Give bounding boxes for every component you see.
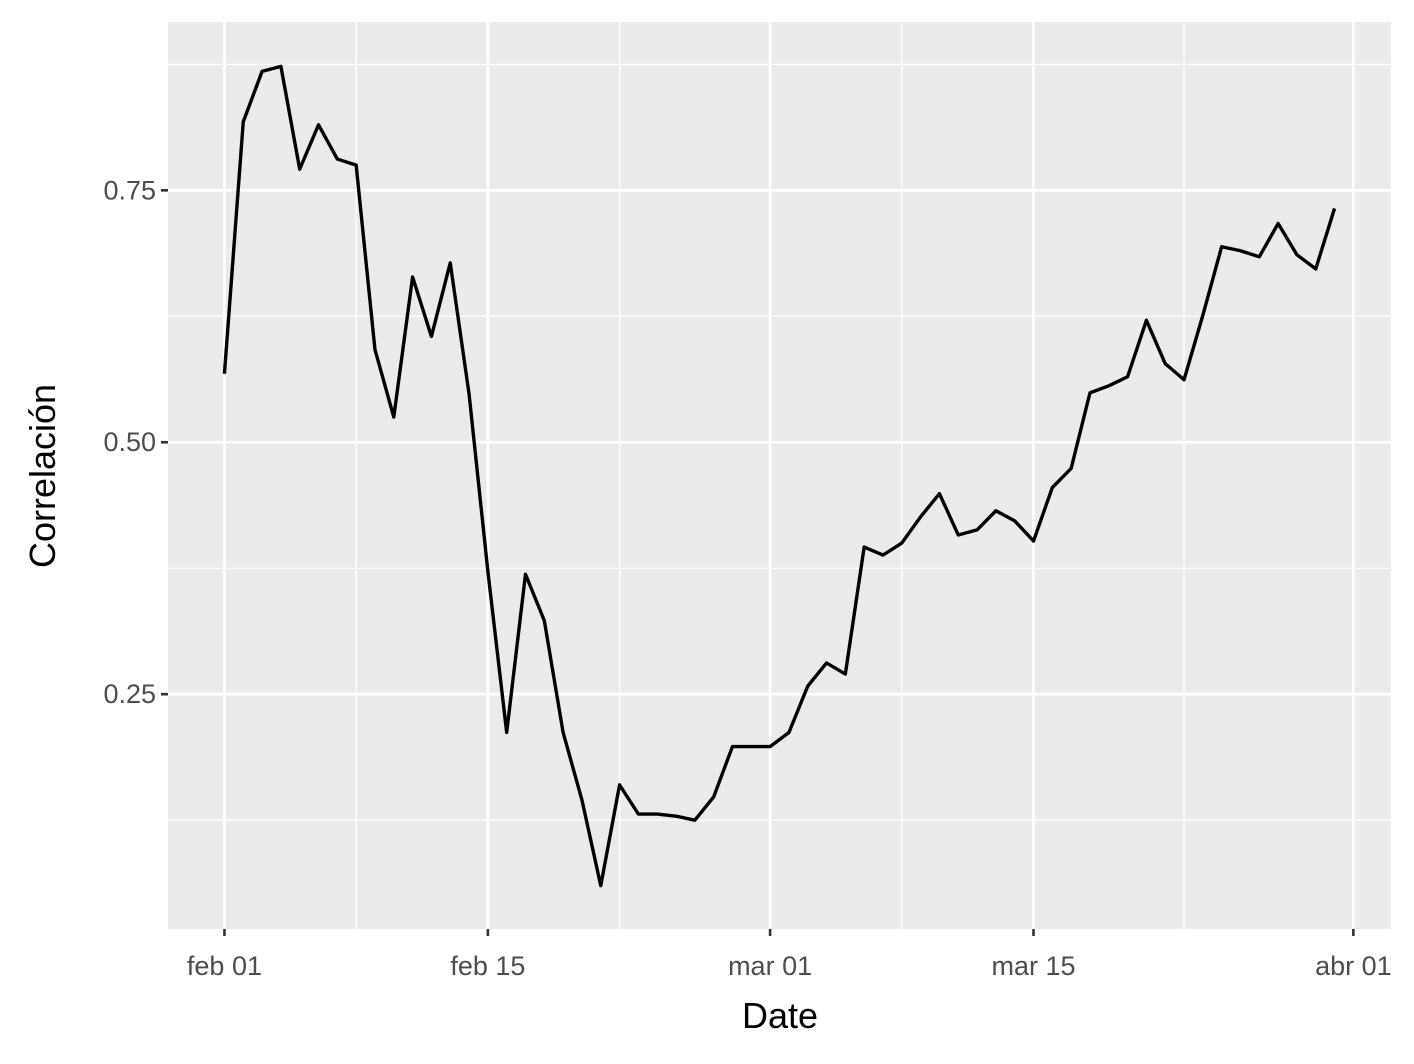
x-tick-label: feb 15 (450, 951, 525, 981)
y-tick-label: 0.75 (103, 175, 156, 205)
plot-panel (168, 22, 1391, 929)
x-tick-label: mar 15 (991, 951, 1075, 981)
y-axis: 0.25 0.50 0.75 (103, 175, 168, 709)
x-tick-label: feb 01 (187, 951, 262, 981)
series-layer (222, 64, 1337, 888)
y-tick-label: 0.50 (103, 427, 156, 457)
major-gridlines (168, 22, 1391, 929)
y-axis-title: Correlación (22, 384, 63, 568)
y-tick-label: 0.25 (103, 679, 156, 709)
series-line (222, 64, 1337, 888)
x-tick-label: abr 01 (1315, 951, 1392, 981)
x-axis: feb 01 feb 15 mar 01 mar 15 abr 01 (187, 929, 1392, 981)
x-axis-title: Date (742, 995, 818, 1036)
x-tick-label: mar 01 (728, 951, 812, 981)
